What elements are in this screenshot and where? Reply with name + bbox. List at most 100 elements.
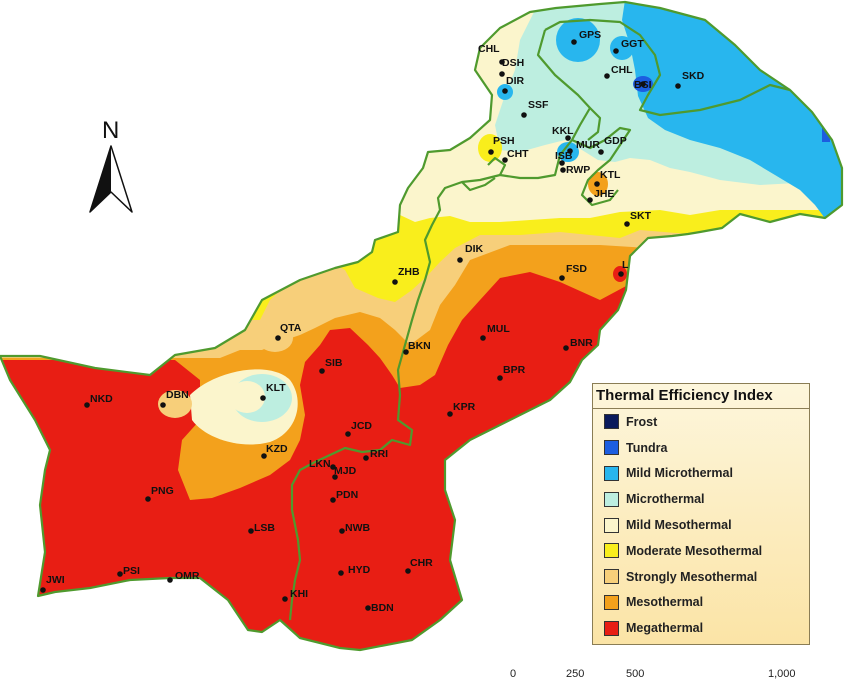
scale-bar: 0 250 500 1,000 (500, 668, 820, 680)
station-label: KLT (266, 382, 286, 394)
station-label: KTL (600, 169, 621, 181)
station-dot (363, 455, 369, 461)
station-label: KKL (552, 125, 574, 137)
station-label: LKN (309, 458, 331, 470)
station-label: ISB (555, 150, 573, 162)
station-label: ZHB (398, 266, 420, 278)
north-label: N (102, 117, 119, 144)
north-arrow: N (89, 117, 133, 213)
scale-tick-label: 1,000 (768, 668, 796, 680)
station-label: MUL (487, 323, 510, 335)
station-label: CHR (410, 557, 433, 569)
legend-title: Thermal Efficiency Index (593, 384, 809, 409)
legend-swatch (604, 594, 619, 610)
legend-item-frost: Frost (593, 409, 809, 435)
station-label: SKT (630, 210, 652, 222)
station-label: DSH (502, 57, 524, 69)
legend-swatch (604, 620, 619, 636)
station-label: L (622, 259, 629, 271)
legend-label: Mesothermal (626, 595, 704, 610)
station-dot (560, 167, 566, 173)
station-dot (405, 568, 411, 574)
station-dot (567, 148, 573, 154)
legend-swatch (604, 569, 619, 585)
zone-kalat-core (229, 381, 265, 413)
station-label: DIK (465, 243, 484, 255)
station-label: HYD (348, 564, 371, 576)
station-label: KHI (290, 588, 308, 600)
station-dot (499, 59, 505, 65)
station-label: RWP (566, 164, 590, 176)
station-label: BDN (371, 602, 394, 614)
legend-label: Microthermal (626, 492, 705, 507)
zone-gps-patch (556, 18, 600, 62)
station-dot (338, 570, 344, 576)
zone-ggt-patch (610, 36, 634, 60)
station-dot (40, 587, 46, 593)
legend-item-mesothermal: Mesothermal (593, 590, 809, 616)
station-dot (480, 335, 486, 341)
station-dot (261, 453, 267, 459)
station-label: PSH (493, 135, 515, 147)
station-label: SSF (528, 99, 549, 111)
legend-label: Megathermal (626, 621, 704, 636)
station-dot (332, 474, 338, 480)
legend-label: Mild Microthermal (626, 466, 733, 481)
zone-qta-patch (257, 324, 293, 352)
station-dot (345, 431, 351, 437)
station-label: SIB (325, 357, 343, 369)
station-dot (521, 112, 527, 118)
station-dot (403, 349, 409, 355)
station-dot (604, 73, 610, 79)
legend-swatch (604, 414, 619, 430)
station-label: BKN (408, 340, 431, 352)
station-dot (330, 497, 336, 503)
station-dot (502, 157, 508, 163)
province-boundaries (0, 0, 844, 652)
legend-swatch (604, 491, 619, 507)
station-dot (392, 279, 398, 285)
station-dot (260, 395, 266, 401)
station-label: BNR (570, 337, 593, 349)
station-dot (365, 605, 371, 611)
legend-item-mild-microthermal: Mild Microthermal (593, 461, 809, 487)
station-label: MJD (334, 465, 357, 477)
station-label: QTA (280, 322, 302, 334)
station-label: JHE (594, 188, 614, 200)
station-dot (640, 81, 646, 87)
station-label: CHL (611, 64, 633, 76)
legend: Thermal Efficiency Index Frost Tundra Mi… (592, 383, 810, 645)
station-dot (339, 528, 345, 534)
station-label: PNG (151, 485, 174, 497)
station-dot (117, 571, 123, 577)
legend-label: Tundra (626, 440, 668, 455)
station-dot (167, 577, 173, 583)
station-dot (447, 411, 453, 417)
station-label: OMR (175, 570, 200, 582)
legend-label: Moderate Mesothermal (626, 543, 763, 558)
legend-item-mild-mesothermal: Mild Mesothermal (593, 512, 809, 538)
station-dot (618, 271, 624, 277)
station-dot (499, 71, 505, 77)
station-label: GPS (579, 29, 601, 41)
station-dot (502, 88, 508, 94)
station-dot (565, 135, 571, 141)
station-dot (457, 257, 463, 263)
legend-swatch (604, 543, 619, 559)
station-label: MUR (576, 139, 600, 151)
station-label: SKD (682, 70, 705, 82)
station-label: KPR (453, 401, 476, 413)
station-label: FSD (566, 263, 587, 275)
scale-tick-label: 250 (566, 668, 585, 680)
station-label: CHT (507, 148, 529, 160)
station-label: BPR (503, 364, 526, 376)
station-label: LSB (254, 522, 275, 534)
stations: GPS GGT CHL DSH DIR CHL BSI SKD SSF PSH … (40, 29, 705, 614)
legend-item-strongly-mesothermal: Strongly Mesothermal (593, 564, 809, 590)
station-dot (282, 596, 288, 602)
station-dot (497, 375, 503, 381)
station-label: JWI (46, 574, 65, 586)
legend-label: Frost (626, 414, 658, 429)
station-label: BSI (634, 79, 652, 91)
